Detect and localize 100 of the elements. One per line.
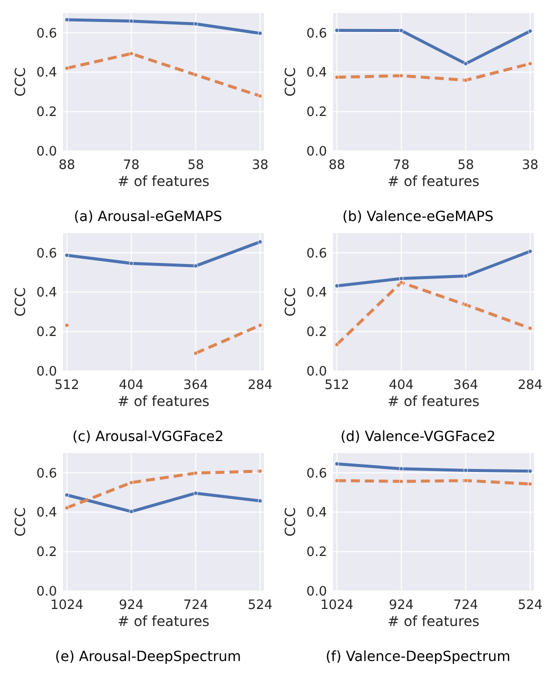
point [258, 94, 262, 98]
point [463, 78, 468, 82]
y-axis-title: CCC [13, 67, 29, 97]
text: (d) Valence-VGGFace2 [340, 429, 496, 445]
x-tick-label: 364 [183, 378, 208, 393]
point [528, 468, 532, 474]
y-tick-label: 0.6 [306, 26, 327, 42]
x-axis-title: # of features [388, 174, 480, 190]
x-tick-label: 724 [183, 598, 208, 613]
point [258, 31, 262, 36]
point [64, 506, 70, 510]
y-tick-label: 0.6 [306, 466, 327, 482]
y-axis-title: CCC [283, 67, 299, 97]
y-tick-label: 0.0 [36, 584, 57, 600]
y-axis-title: CCC [13, 507, 29, 537]
x-tick-label: 88 [328, 158, 346, 173]
point [334, 342, 340, 347]
x-tick-label: 88 [58, 158, 76, 173]
point [528, 28, 532, 34]
y-tick-label: 0.6 [36, 246, 57, 262]
point [129, 480, 134, 485]
x-axis-title: # of features [388, 614, 480, 630]
y-tick-label: 0.2 [306, 545, 327, 560]
y-tick-label: 0.2 [36, 545, 57, 560]
x-tick-label: 404 [388, 378, 414, 393]
x-tick-label: 524 [248, 598, 273, 613]
x-tick-label: 404 [118, 378, 144, 393]
point [463, 478, 468, 483]
y-tick-label: 0.6 [36, 26, 57, 42]
x-tick-label: 58 [457, 158, 474, 173]
point [463, 302, 468, 308]
point [64, 253, 70, 258]
y-tick-label: 0.0 [306, 364, 327, 380]
x-tick-label: 512 [54, 378, 80, 393]
y-tick-label: 0.2 [306, 105, 327, 120]
y-tick-label: 0.2 [36, 105, 57, 120]
x-axis-title: # of features [118, 394, 210, 410]
point [463, 468, 468, 473]
point [334, 28, 340, 33]
x-axis-title: # of features [118, 614, 210, 630]
x-tick-label: 924 [388, 598, 414, 613]
x-tick-label: 78 [123, 158, 140, 173]
point [399, 280, 404, 285]
x-tick-label: 364 [453, 378, 478, 393]
point [193, 490, 198, 496]
point [64, 323, 70, 328]
x-tick-label: 924 [118, 598, 144, 613]
point [64, 17, 70, 22]
point [463, 274, 468, 278]
x-tick-label: 512 [324, 378, 350, 393]
point [64, 492, 70, 498]
y-tick-label: 0.6 [36, 466, 57, 482]
point [193, 22, 198, 26]
point [528, 249, 532, 254]
y-tick-label: 0.0 [306, 584, 327, 600]
y-axis-title: CCC [283, 287, 299, 317]
point [399, 479, 404, 484]
x-tick-label: 284 [518, 378, 543, 393]
y-tick-label: 0.2 [306, 325, 327, 340]
point [399, 276, 404, 281]
text: (b) Valence-eGeMAPS [342, 209, 494, 225]
point [193, 72, 198, 78]
y-tick-label: 0.0 [36, 364, 57, 380]
point [193, 264, 198, 268]
point [334, 478, 340, 483]
x-axis-title: # of features [118, 174, 210, 190]
y-axis-title: CCC [283, 507, 299, 537]
point [129, 18, 134, 24]
point [334, 462, 340, 466]
point [193, 470, 198, 476]
point [399, 73, 404, 78]
point [399, 28, 404, 33]
x-tick-label: 38 [252, 158, 268, 173]
point [399, 466, 404, 472]
y-tick-label: 0.0 [306, 144, 327, 160]
y-tick-label: 0.4 [306, 506, 327, 521]
x-tick-label: 724 [453, 598, 478, 613]
y-tick-label: 0.4 [36, 506, 57, 521]
text: (a) Arousal-eGeMAPS [74, 209, 222, 225]
point [258, 323, 262, 328]
point [528, 61, 532, 66]
point [463, 61, 468, 66]
point [258, 498, 262, 504]
y-tick-label: 0.0 [36, 144, 57, 160]
point [129, 509, 134, 514]
text: (f) Valence-DeepSpectrum [326, 649, 510, 665]
x-tick-label: 1024 [50, 598, 84, 613]
x-axis-title: # of features [388, 394, 480, 410]
x-tick-label: 524 [518, 598, 543, 613]
point [193, 351, 198, 356]
y-tick-label: 0.2 [36, 325, 57, 340]
y-tick-label: 0.4 [306, 66, 327, 81]
x-tick-label: 78 [393, 158, 410, 173]
x-tick-label: 284 [248, 378, 273, 393]
point [258, 468, 262, 474]
text: (e) Arousal-DeepSpectrum [55, 649, 241, 665]
point [258, 240, 262, 244]
point [334, 75, 340, 80]
y-axis-title: CCC [13, 287, 29, 317]
y-tick-label: 0.4 [36, 66, 57, 81]
